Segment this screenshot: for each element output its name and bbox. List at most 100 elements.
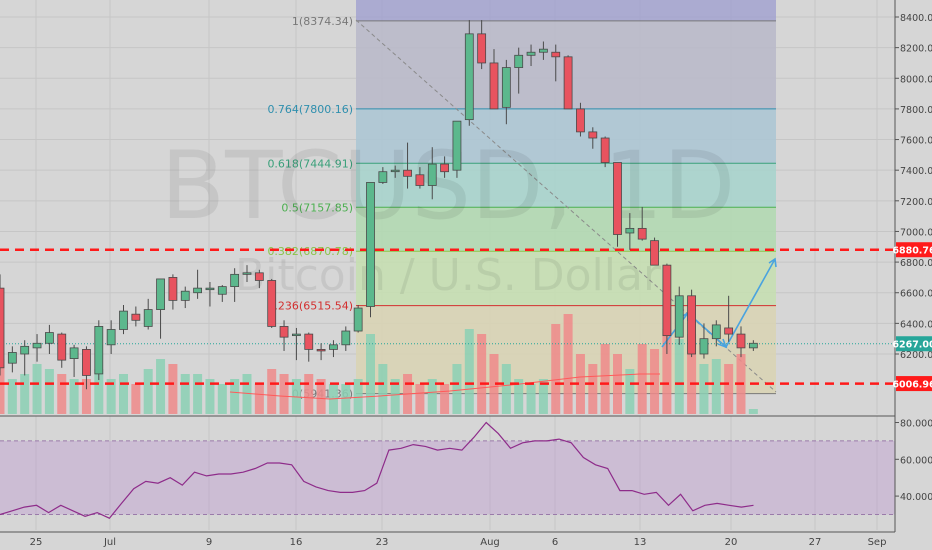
- candle-body-up[interactable]: [7, 352, 17, 364]
- candle-body-up[interactable]: [464, 33, 474, 121]
- candle-body-down[interactable]: [613, 162, 622, 235]
- rsi-tick-label: 60.0000: [900, 455, 932, 466]
- price-tag[interactable]: [896, 376, 932, 392]
- candle-body-down[interactable]: [724, 327, 734, 335]
- candle-body-up[interactable]: [378, 171, 388, 183]
- price-tag[interactable]: [896, 336, 932, 352]
- volume-bar: [242, 374, 252, 414]
- volume-bar: [724, 364, 734, 414]
- price-tick-label: 6200.00: [900, 350, 932, 361]
- arrowhead-icon: [717, 338, 728, 349]
- volume-bar: [699, 364, 709, 414]
- price-axis[interactable]: 8400.00 8200.00 8000.00 7800.00 7600.00 7400.…: [892, 0, 932, 550]
- candle-body-up[interactable]: [242, 272, 252, 275]
- watermark-name: Bitcoin / U.S. Dollar: [235, 250, 662, 301]
- volume-bar: [94, 369, 104, 414]
- fib-band-top: [356, 0, 776, 21]
- candle-body-up[interactable]: [625, 227, 635, 234]
- candle-body-down[interactable]: [403, 169, 412, 177]
- fib-trend-line[interactable]: [355, 19, 777, 393]
- volume-bar: [20, 374, 30, 414]
- candle-body-down[interactable]: [304, 333, 314, 350]
- candle-body-down[interactable]: [687, 295, 696, 355]
- candle-body-up[interactable]: [514, 54, 524, 68]
- volume-bar: [489, 354, 499, 414]
- candle-body-up[interactable]: [427, 163, 437, 186]
- candle-body-down[interactable]: [316, 349, 326, 352]
- candle-body-down[interactable]: [736, 333, 746, 349]
- candle-body-up[interactable]: [501, 67, 511, 108]
- candle-body-up[interactable]: [45, 332, 54, 344]
- volume-bar: [588, 364, 598, 414]
- candle-body-down[interactable]: [551, 51, 561, 58]
- price-tag[interactable]: [896, 242, 932, 258]
- time-tick-label: 13: [634, 537, 647, 548]
- candle-body-down[interactable]: [662, 264, 672, 337]
- volume-bar: [143, 369, 153, 414]
- candle-body-up[interactable]: [205, 287, 215, 291]
- candle-body-up[interactable]: [341, 330, 351, 346]
- candle-body-down[interactable]: [254, 272, 264, 281]
- candle-body-up[interactable]: [143, 309, 153, 327]
- volume-bar: [353, 379, 363, 414]
- candle-body-down[interactable]: [563, 56, 573, 110]
- candle-body-up[interactable]: [230, 273, 240, 288]
- candle-body-up[interactable]: [390, 169, 400, 173]
- candle-body-up[interactable]: [353, 307, 363, 332]
- candle-body-up[interactable]: [217, 286, 227, 295]
- candle-body-down[interactable]: [0, 287, 5, 369]
- candle-body-up[interactable]: [20, 345, 30, 355]
- candle-body-down[interactable]: [650, 240, 659, 266]
- arrowhead-icon: [768, 257, 777, 268]
- candle-body-up[interactable]: [329, 344, 338, 350]
- price-tick-label: 6600.00: [900, 289, 932, 300]
- volume-bar: [366, 334, 375, 414]
- candle-body-down[interactable]: [131, 313, 141, 321]
- candle-body-down[interactable]: [168, 277, 178, 301]
- candle-body-up[interactable]: [539, 48, 548, 53]
- time-tick-label: 27: [809, 537, 822, 548]
- candle-body-down[interactable]: [588, 131, 598, 139]
- price-tick-label: 6800.00: [900, 258, 932, 269]
- candle-body-down[interactable]: [440, 163, 450, 173]
- time-axis[interactable]: 25 Jul 9 16 23 Aug 6 13 20 27 Sep: [0, 531, 895, 548]
- fib-level-label: 0.236(6515.54): [267, 300, 353, 313]
- candle-body-up[interactable]: [69, 347, 79, 359]
- volume-bar: [279, 374, 289, 414]
- volume-bar: [501, 364, 511, 414]
- candle-body-up[interactable]: [94, 326, 104, 375]
- candle-body-down[interactable]: [57, 333, 67, 361]
- candle-body-down[interactable]: [279, 326, 289, 338]
- candle-body-up[interactable]: [156, 278, 165, 310]
- candle-body-down[interactable]: [415, 174, 425, 186]
- candle-body-down[interactable]: [637, 227, 647, 240]
- candle-body-up[interactable]: [119, 310, 128, 330]
- candle-body-up[interactable]: [699, 338, 709, 355]
- candle-body-up[interactable]: [748, 342, 758, 349]
- candle-body-up[interactable]: [674, 295, 684, 338]
- support-resistance-lines[interactable]: [0, 248, 895, 385]
- volume-bar: [7, 379, 17, 414]
- rsi-tick-label: 40.0000: [900, 492, 932, 503]
- volume-bar: [180, 374, 190, 414]
- fib-level-label: 0.618(7444.91): [267, 157, 353, 170]
- candle-body-up[interactable]: [452, 120, 462, 171]
- volume-bar: [748, 409, 758, 414]
- candle-body-down[interactable]: [489, 62, 499, 110]
- candle-body-down[interactable]: [267, 280, 277, 327]
- candle-body-down[interactable]: [82, 349, 91, 376]
- candle-body-down[interactable]: [600, 137, 610, 163]
- candle-body-up[interactable]: [32, 342, 42, 349]
- candle-body-up[interactable]: [180, 290, 190, 301]
- candle-body-down[interactable]: [477, 33, 487, 64]
- candle-body-up[interactable]: [366, 182, 375, 307]
- price-tick-label: 7800.00: [900, 105, 932, 116]
- candle-body-down[interactable]: [576, 108, 585, 133]
- candle-body-up[interactable]: [526, 51, 536, 56]
- candlesticks[interactable]: [0, 20, 758, 390]
- candle-body-up[interactable]: [711, 324, 721, 340]
- candle-body-up[interactable]: [106, 329, 116, 346]
- watermark-symbol: BTCUSD, 1D: [161, 132, 736, 241]
- candle-body-up[interactable]: [193, 287, 203, 294]
- candle-body-up[interactable]: [291, 333, 301, 337]
